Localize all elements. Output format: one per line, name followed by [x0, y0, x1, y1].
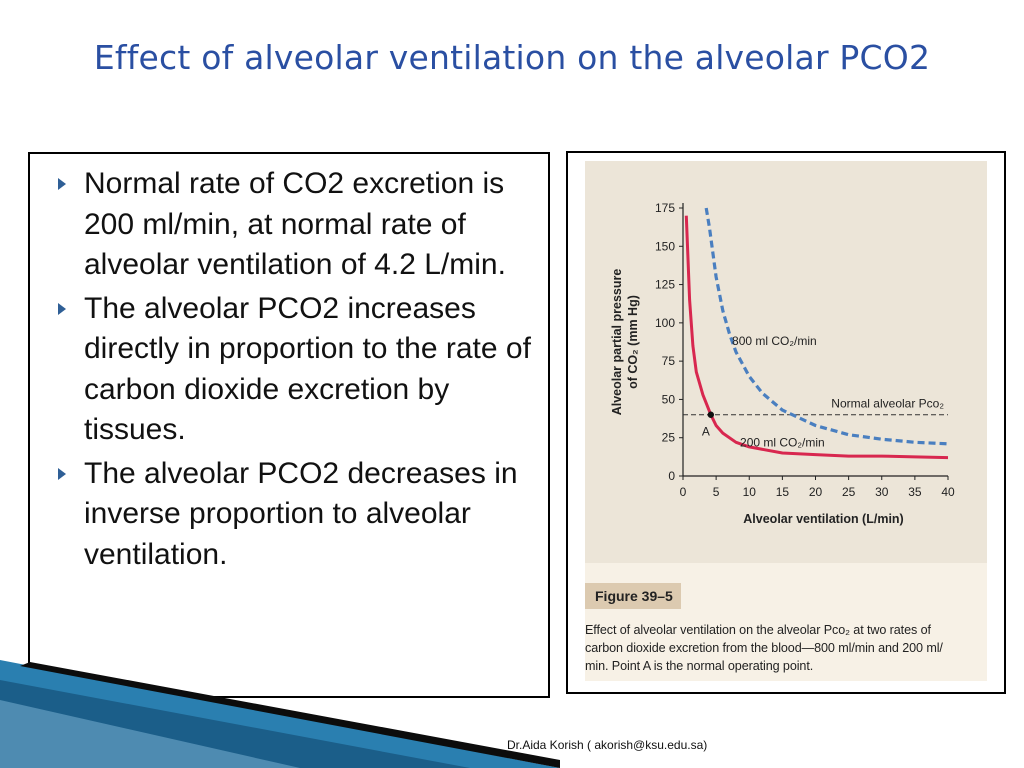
chart-marks: Normal alveolar Pco₂ 800 ml CO₂/min 200 ml… [683, 207, 949, 460]
bullet-text-box: Normal rate of CO2 excretion is 200 ml/m… [28, 152, 550, 698]
bullet-text: Normal rate of CO2 excretion is 200 ml/m… [84, 167, 506, 281]
decor-stripe-black [20, 662, 560, 768]
footer-credit: Dr.Aida Korish ( akorish@ksu.edu.sa) [507, 738, 708, 752]
axes: 0 25 50 75 100 125 150 175 0 5 10 15 20 25 30 35 40 [655, 201, 955, 499]
x-tick-label: 25 [842, 485, 856, 499]
co2-ventilation-chart: Alveolar partial pressure of CO₂ (mm Hg)… [610, 201, 955, 526]
x-tick-label: 30 [875, 485, 889, 499]
decor-band-dark [0, 680, 470, 768]
chart-background: Alveolar partial pressure of CO₂ (mm Hg)… [585, 161, 987, 563]
caption-line: carbon dioxide excretion from the blood—… [585, 641, 943, 655]
x-tick-label: 15 [776, 485, 790, 499]
reference-line-label: Normal alveolar Pco₂ [831, 397, 944, 411]
bullet-text: The alveolar PCO2 increases directly in … [84, 291, 531, 447]
y-tick-label: 50 [662, 392, 676, 406]
figure-label: Figure 39–5 [585, 583, 681, 609]
bullet-item: The alveolar PCO2 increases directly in … [58, 289, 538, 451]
figure-caption: Effect of alveolar ventilation on the al… [585, 621, 987, 675]
figure-panel: Alveolar partial pressure of CO₂ (mm Hg)… [585, 161, 987, 681]
bullet-text: The alveolar PCO2 decreases in inverse p… [84, 456, 518, 571]
bullet-item: The alveolar PCO2 decreases in inverse p… [58, 454, 538, 576]
y-axis-label-line2: of CO₂ (mm Hg) [626, 295, 640, 389]
y-tick-label: 0 [668, 469, 675, 483]
x-tick-label: 20 [809, 485, 823, 499]
slide-title: Effect of alveolar ventilation on the al… [93, 38, 931, 77]
point-a-marker [707, 411, 715, 418]
y-tick-label: 150 [655, 239, 675, 253]
y-axis-label-line1: Alveolar partial pressure [610, 269, 624, 416]
x-tick-label: 0 [680, 485, 687, 499]
x-tick-label: 10 [743, 485, 757, 499]
corner-decoration [0, 660, 560, 768]
y-tick-label: 175 [655, 201, 675, 215]
arrow-bullet-icon [58, 467, 66, 480]
x-tick-label: 40 [941, 485, 955, 499]
bullet-list: Normal rate of CO2 excretion is 200 ml/m… [30, 154, 548, 575]
series-line-800ml [704, 207, 949, 446]
caption-line: Effect of alveolar ventilation on the al… [585, 623, 931, 637]
figure-frame: Alveolar partial pressure of CO₂ (mm Hg)… [566, 151, 1006, 694]
y-tick-label: 75 [662, 354, 676, 368]
point-a-label: A [702, 425, 710, 439]
y-tick-label: 25 [662, 431, 676, 445]
arrow-bullet-icon [58, 302, 66, 315]
x-axis-label: Alveolar ventilation (L/min) [743, 512, 903, 526]
series-label-200ml: 200 ml CO₂/min [740, 435, 825, 449]
y-axis-label-group: Alveolar partial pressure of CO₂ (mm Hg) [610, 269, 640, 416]
bullet-item: Normal rate of CO2 excretion is 200 ml/m… [58, 164, 538, 286]
decor-band-light [0, 700, 300, 768]
series-label-800ml: 800 ml CO₂/min [732, 334, 817, 348]
x-tick-label: 5 [713, 485, 720, 499]
series-line-200ml [684, 215, 949, 460]
caption-line: min. Point A is the normal operating poi… [585, 659, 814, 673]
y-tick-label: 125 [655, 278, 675, 292]
y-tick-label: 100 [655, 316, 675, 330]
arrow-bullet-icon [58, 178, 66, 190]
x-tick-label: 35 [908, 485, 922, 499]
